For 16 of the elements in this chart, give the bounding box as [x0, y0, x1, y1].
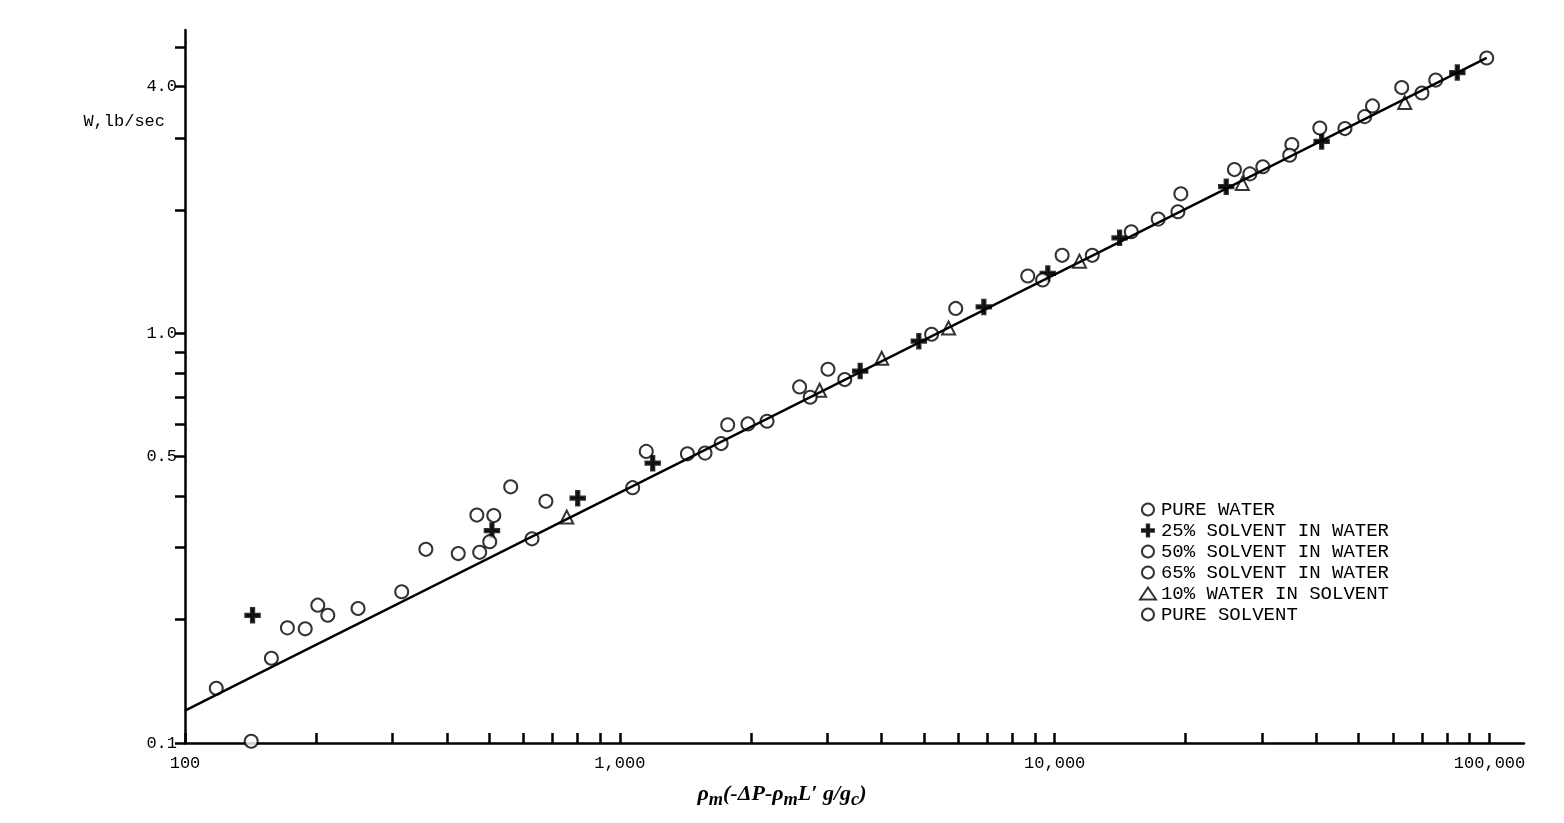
- legend-label: PURE SOLVENT: [1160, 603, 1298, 626]
- y-tick-label: 1.0: [146, 323, 177, 343]
- y-axis-title: W,lb/sec: [83, 112, 165, 131]
- x-tick-label: 100: [169, 754, 201, 773]
- x-axis-title: ρ$_{m}$(-ΔP-ρ$_{m}$L′ g/g$_{c}$): [696, 780, 868, 811]
- y-tick-label: 4.0: [146, 77, 177, 97]
- legend-label: 50% SOLVENT IN WATER: [1160, 540, 1390, 563]
- legend-label: PURE WATER: [1160, 498, 1275, 521]
- y-tick-label: 0.5: [146, 447, 177, 467]
- x-tick-label: 10,000: [1024, 754, 1086, 773]
- legend-label: 10% WATER IN SOLVENT: [1160, 582, 1390, 605]
- x-tick-label: 100,000: [1453, 754, 1526, 773]
- legend-label: 25% SOLVENT IN WATER: [1160, 519, 1390, 542]
- x-tick-label: 1,000: [594, 754, 646, 773]
- legend-label: 65% SOLVENT IN WATER: [1160, 561, 1390, 584]
- y-tick-label: 0.1: [146, 733, 177, 753]
